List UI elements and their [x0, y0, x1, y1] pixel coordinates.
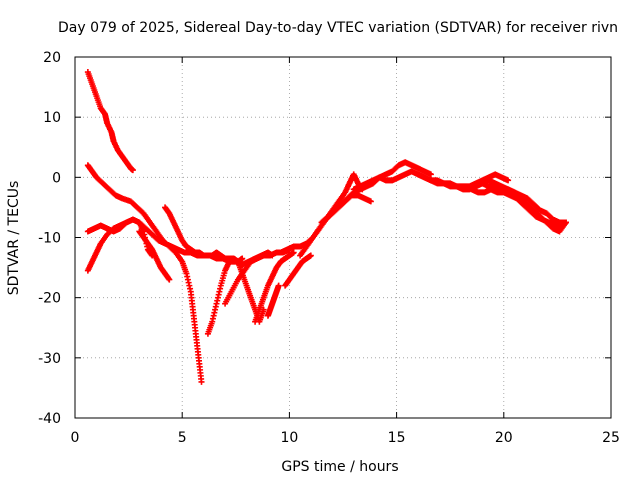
series-sat-n [318, 159, 434, 226]
data-point [427, 171, 434, 178]
axis-ticks: 0 5 10 15 20 25 -40 -30 -20 -10 0 10 20 [38, 50, 620, 446]
chart-title: Day 079 of 2025, Sidereal Day-to-day VTE… [58, 20, 618, 36]
data-point [367, 198, 374, 205]
data-point [166, 276, 173, 283]
x-tick-label: 25 [602, 430, 620, 446]
x-tick-label: 20 [495, 430, 513, 446]
data-point [290, 249, 297, 256]
grid-lines [75, 57, 611, 418]
series-sat-f [162, 204, 246, 265]
y-tick-label: 0 [52, 170, 61, 186]
series-sat-p [415, 171, 569, 235]
data-point [275, 282, 282, 289]
data-point [307, 252, 314, 259]
x-tick-label: 5 [178, 430, 187, 446]
y-tick-label: 10 [43, 110, 61, 126]
data-points [84, 69, 569, 385]
series-sat-e [136, 228, 173, 283]
x-tick-label: 15 [388, 430, 406, 446]
series-sat-r [479, 180, 569, 226]
series-sat-g [204, 255, 267, 337]
x-axis-label: GPS time / hours [281, 459, 398, 475]
series-sat-l [277, 192, 374, 256]
series-sat-b [84, 162, 205, 385]
series-sat-a [84, 69, 136, 174]
y-tick-label: -20 [38, 291, 61, 307]
data-point [129, 167, 136, 174]
data-point [562, 219, 569, 226]
data-point [505, 177, 512, 184]
series-sat-m [297, 171, 366, 259]
y-tick-label: -30 [38, 351, 61, 367]
series-sat-i [252, 249, 297, 325]
y-tick-label: -10 [38, 231, 61, 247]
y-axis-label: SDTVAR / TECUs [6, 181, 22, 296]
x-tick-label: 0 [71, 430, 80, 446]
y-tick-label: 20 [43, 50, 61, 66]
x-tick-label: 10 [280, 430, 298, 446]
data-point [239, 255, 246, 262]
series-sat-k [282, 252, 314, 289]
y-tick-label: -40 [38, 411, 61, 427]
data-point [198, 378, 205, 385]
series-sat-j [264, 282, 282, 319]
